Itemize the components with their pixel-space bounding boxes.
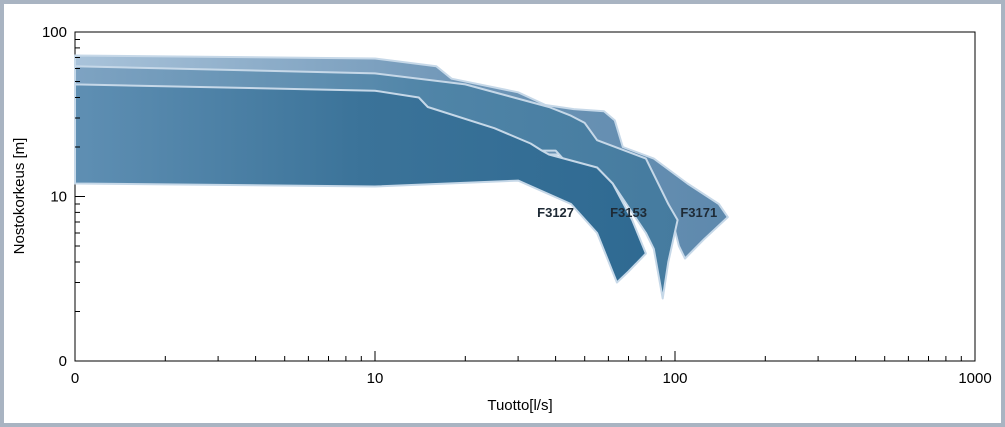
- x-tick-label: 10: [367, 370, 384, 387]
- y-tick-label: 10: [50, 189, 67, 206]
- curve-area-f3127: [74, 83, 647, 284]
- pump-curves: [74, 54, 729, 300]
- y-tick-label: 0: [59, 353, 67, 370]
- x-axis-ticks: 0 10 100 1000: [71, 351, 992, 387]
- series-label-f3127: F3127: [537, 205, 574, 220]
- y-axis-label: Nostokorkeus [m]: [11, 138, 28, 255]
- x-tick-label: 100: [662, 370, 687, 387]
- y-axis-ticks: 0 10 100: [42, 24, 85, 370]
- series-labels: F3171 F3153 F3127: [537, 205, 717, 220]
- x-axis-label: Tuotto[l/s]: [487, 397, 552, 414]
- y-tick-label: 100: [42, 24, 67, 41]
- x-tick-label: 0: [71, 370, 79, 387]
- series-label-f3171: F3171: [680, 205, 717, 220]
- series-label-f3153: F3153: [610, 205, 647, 220]
- x-tick-label: 1000: [958, 370, 991, 387]
